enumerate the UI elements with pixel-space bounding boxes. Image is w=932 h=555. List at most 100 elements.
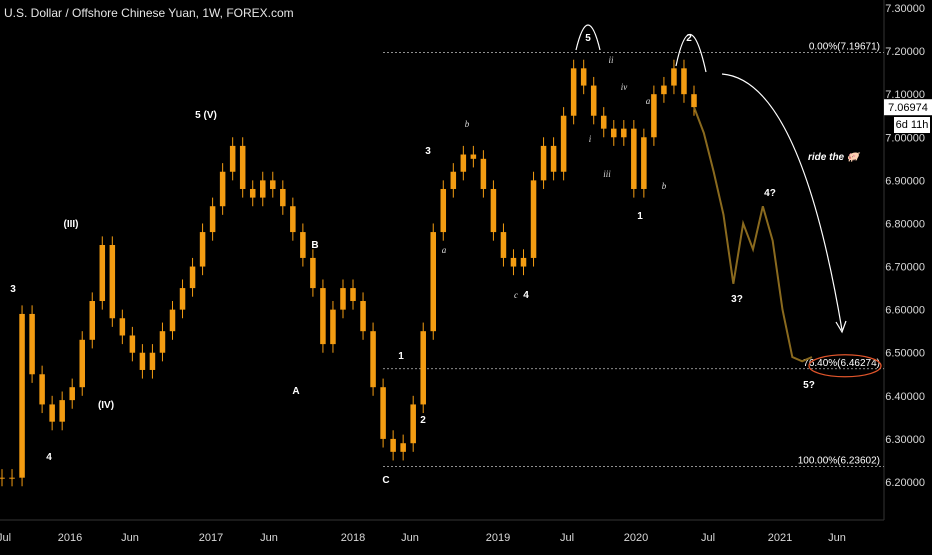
candle-body	[570, 68, 577, 116]
candle-body	[219, 171, 226, 207]
wave-label: 3	[10, 284, 16, 295]
x-tick-label: 2020	[624, 532, 648, 544]
wave-label: iii	[603, 169, 611, 179]
candle-body	[530, 180, 537, 258]
y-tick-label: 6.60000	[885, 305, 925, 317]
wave-label: 4	[523, 290, 529, 301]
candle-body	[420, 331, 426, 405]
candle-body	[540, 145, 547, 181]
candle-body	[119, 318, 126, 336]
candle-body	[641, 137, 647, 189]
y-tick-label: 6.50000	[885, 348, 925, 360]
candle-body	[410, 404, 416, 444]
candle-body	[370, 331, 376, 388]
forecast-arrow	[721, 73, 843, 331]
candle-body	[159, 331, 166, 353]
candle-body	[19, 313, 25, 478]
candle-body	[290, 206, 296, 233]
candle-body	[400, 443, 406, 452]
candle-body	[49, 404, 55, 422]
wave-label: B	[311, 240, 318, 251]
y-tick-label: 6.90000	[885, 175, 925, 187]
x-tick-label: Jul	[560, 532, 574, 544]
candle-body	[320, 288, 326, 345]
candle-body	[39, 374, 45, 405]
candle-body	[671, 68, 677, 86]
wave-label: a	[442, 245, 447, 255]
candle-body	[280, 188, 286, 207]
wave-label: 5?	[803, 380, 815, 391]
candle-body	[330, 309, 336, 345]
y-tick-label: 6.80000	[885, 218, 925, 230]
wave-label: A	[292, 386, 299, 397]
candle-body	[139, 352, 146, 370]
wave-arc	[675, 33, 707, 73]
candle-body	[350, 288, 356, 302]
candle-body	[390, 438, 396, 452]
candle-body	[79, 339, 85, 388]
candle-body	[259, 180, 266, 198]
candle-body	[209, 206, 216, 233]
candle-body	[510, 257, 517, 267]
candle-body	[490, 188, 497, 233]
wave-label: 3?	[731, 294, 743, 305]
ride-annotation: ride the 🐖	[808, 151, 861, 163]
candle-body	[480, 158, 487, 189]
candle-body	[450, 171, 457, 189]
wave-label: iv	[621, 82, 628, 92]
candle-body	[600, 115, 607, 129]
x-tick-label: Jun	[260, 532, 278, 544]
candle-body	[691, 94, 697, 108]
projection-path	[693, 106, 813, 363]
candle-body	[99, 245, 106, 302]
wave-label: 2	[686, 33, 692, 44]
candle-body	[460, 154, 467, 172]
candle-body	[520, 257, 527, 267]
x-tick-label: 2018	[341, 532, 365, 544]
y-tick-label: 6.40000	[885, 391, 925, 403]
candle-body	[270, 180, 276, 189]
target-ellipse	[808, 354, 882, 378]
x-tick-label: Jul	[0, 532, 11, 544]
wave-label: i	[589, 134, 592, 144]
wave-arc	[575, 24, 601, 51]
candle-body	[239, 145, 246, 189]
wave-label: 5	[585, 33, 591, 44]
x-tick-label: Jul	[701, 532, 715, 544]
candle-body	[9, 477, 15, 479]
x-tick-label: 2017	[199, 532, 223, 544]
x-tick-label: 2016	[58, 532, 82, 544]
wave-label: (III)	[64, 219, 79, 230]
candle-body	[0, 477, 5, 479]
candle-body	[310, 257, 316, 289]
x-tick-label: Jun	[401, 532, 419, 544]
wave-label: C	[382, 475, 389, 486]
fib-level-label: 100.00%(6.23602)	[798, 455, 880, 466]
candle-body	[199, 232, 206, 267]
y-tick-label: 6.70000	[885, 262, 925, 274]
candle-body	[169, 309, 176, 332]
y-tick-label: 6.30000	[885, 434, 925, 446]
x-tick-label: 2019	[486, 532, 510, 544]
candle-body	[440, 188, 447, 233]
chart-title: U.S. Dollar / Offshore Chinese Yuan, 1W,…	[4, 6, 294, 20]
candle-body	[179, 288, 186, 310]
x-tick-label: 2021	[768, 532, 792, 544]
candle-body	[550, 145, 557, 172]
wave-label: b	[465, 119, 470, 129]
candle-body	[300, 232, 306, 258]
candle-body	[380, 387, 386, 439]
candle-body	[229, 145, 236, 172]
candle-body	[470, 154, 477, 159]
candle-body	[249, 188, 256, 198]
wave-label: a	[646, 96, 651, 106]
bar-countdown: 6d 11h	[894, 117, 930, 133]
candle-body	[430, 232, 437, 332]
candle-body	[560, 115, 567, 172]
candle-body	[29, 313, 35, 375]
y-tick-label: 7.10000	[885, 89, 925, 101]
candle-body	[590, 85, 597, 116]
candle-body	[189, 266, 196, 289]
